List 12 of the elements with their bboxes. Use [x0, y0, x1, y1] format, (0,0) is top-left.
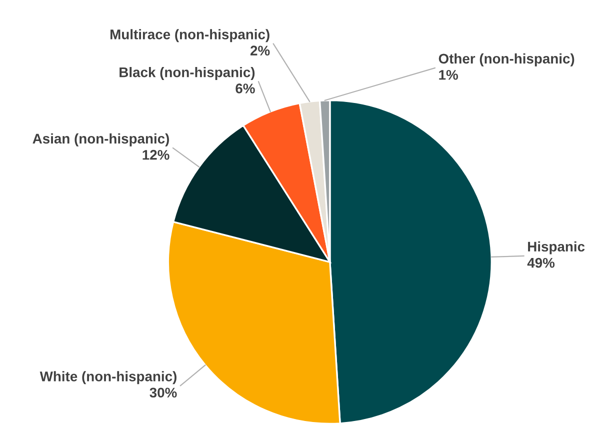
- data-label: 1%: [439, 70, 458, 80]
- slice-label: Multirace (non-hispanic): [110, 29, 270, 42]
- slice-label: Asian (non-hispanic): [32, 133, 169, 146]
- data-label: 2%: [250, 46, 270, 56]
- data-label: 6%: [236, 84, 255, 94]
- slice-label: Black (non-hispanic): [120, 67, 255, 80]
- data-label: 12%: [142, 150, 170, 160]
- slice-label: Hispanic: [528, 241, 585, 254]
- data-label: 49%: [527, 258, 555, 268]
- slice-label: White (non-hispanic): [40, 371, 176, 384]
- slice-label: Other (non-hispanic): [438, 53, 574, 66]
- data-label: 30%: [150, 388, 177, 398]
